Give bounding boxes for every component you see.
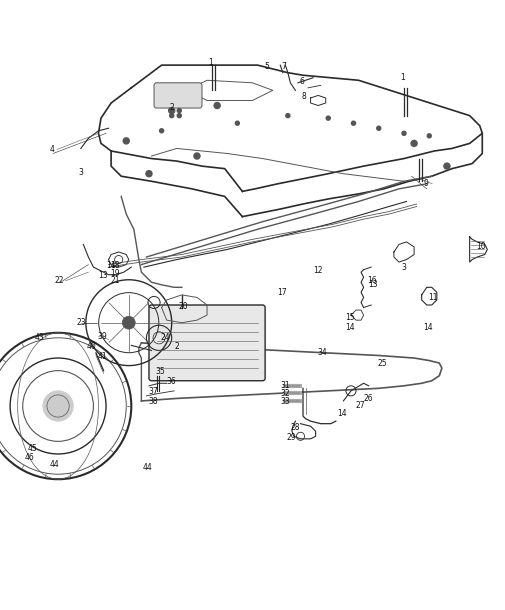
Circle shape (194, 153, 200, 159)
Circle shape (402, 131, 406, 135)
Text: 12: 12 (313, 266, 323, 275)
Text: 9: 9 (423, 179, 428, 188)
Circle shape (122, 316, 135, 329)
Text: 36: 36 (167, 377, 176, 386)
Text: 32: 32 (280, 389, 290, 398)
Circle shape (411, 140, 417, 146)
Text: 44: 44 (143, 463, 153, 472)
Circle shape (43, 391, 73, 421)
Circle shape (160, 129, 164, 133)
Text: 34: 34 (317, 348, 327, 357)
FancyBboxPatch shape (154, 83, 202, 108)
Text: 20: 20 (178, 301, 188, 310)
Circle shape (214, 102, 220, 109)
Text: 14: 14 (423, 323, 433, 332)
Circle shape (177, 109, 181, 113)
Text: 14: 14 (337, 409, 347, 418)
Text: 45: 45 (28, 445, 37, 453)
Text: 6: 6 (299, 77, 305, 86)
Text: 1: 1 (400, 73, 405, 82)
Text: 21: 21 (110, 276, 120, 285)
Circle shape (444, 163, 450, 169)
Text: 33: 33 (280, 398, 290, 406)
FancyBboxPatch shape (149, 305, 265, 381)
Circle shape (170, 109, 174, 113)
Circle shape (170, 113, 174, 118)
Text: 3: 3 (401, 263, 407, 271)
Text: 28: 28 (290, 423, 300, 432)
Text: 19: 19 (110, 268, 120, 278)
Circle shape (326, 116, 330, 120)
Text: 35: 35 (156, 367, 165, 376)
Text: 38: 38 (148, 398, 158, 406)
Text: 24: 24 (161, 333, 170, 342)
Text: 11: 11 (428, 293, 438, 302)
Text: 14: 14 (345, 323, 355, 332)
Text: 27: 27 (355, 401, 365, 411)
Text: 2: 2 (174, 342, 179, 351)
Text: 8: 8 (302, 93, 307, 101)
Text: 5: 5 (264, 62, 269, 71)
Circle shape (286, 113, 290, 118)
Text: 14: 14 (106, 261, 116, 270)
Text: 10: 10 (476, 242, 485, 251)
Text: 16: 16 (368, 276, 377, 285)
Circle shape (235, 121, 239, 125)
Circle shape (351, 121, 356, 125)
Text: 15: 15 (345, 313, 355, 322)
Text: 43: 43 (34, 333, 44, 342)
Text: 26: 26 (364, 394, 373, 403)
Text: 46: 46 (24, 453, 34, 462)
Circle shape (169, 107, 175, 113)
Text: 22: 22 (55, 276, 64, 285)
Text: 3: 3 (78, 168, 83, 177)
Text: 37: 37 (148, 387, 158, 397)
Text: 23: 23 (77, 318, 86, 327)
Circle shape (146, 171, 152, 177)
Circle shape (177, 113, 181, 118)
Text: 13: 13 (369, 281, 378, 289)
Text: 7: 7 (282, 62, 287, 71)
Text: 18: 18 (110, 261, 120, 270)
Circle shape (427, 134, 431, 138)
Text: 40: 40 (87, 342, 96, 351)
Text: 31: 31 (280, 381, 290, 390)
Text: 17: 17 (277, 289, 286, 298)
Text: 44: 44 (49, 459, 59, 468)
Text: 1: 1 (209, 58, 213, 67)
Circle shape (123, 138, 129, 144)
Text: 13: 13 (98, 271, 108, 280)
Text: 4: 4 (49, 145, 55, 154)
Text: 39: 39 (97, 332, 107, 341)
Text: 25: 25 (378, 359, 387, 368)
Text: 41: 41 (97, 352, 107, 361)
Text: 2: 2 (169, 102, 174, 112)
Text: 29: 29 (287, 433, 296, 442)
Circle shape (377, 126, 381, 131)
